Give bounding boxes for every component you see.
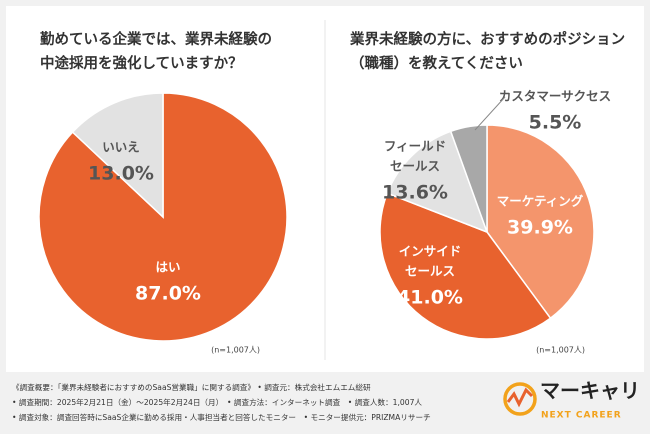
slice-value-label: 5.5%: [529, 112, 582, 134]
footer-note: • 調査対象：調査回答時にSaaS企業に勤める採用・人事担当者と回答したモニター…: [12, 412, 431, 422]
slice-label: はい: [155, 260, 180, 275]
pie-slice: [449, 124, 488, 233]
logo-name: マーキャリ: [540, 379, 640, 403]
footer-note: 《調査概要：「業界未経験者におすすめのSaaS営業職」に関する調査》 • 調査元…: [12, 382, 371, 392]
slice-label: いいえ: [102, 140, 140, 155]
slice-value-label: 13.0%: [88, 163, 154, 185]
leader-line: [474, 96, 506, 131]
slice-value-label: 13.6%: [382, 182, 448, 204]
sample-note: (n=1,007人): [536, 346, 585, 355]
logo-tagline: NEXT CAREER: [541, 411, 622, 421]
chart-title: （職種）を教えてください: [350, 54, 523, 72]
logo: マーキャリ NEXT CAREER: [503, 379, 640, 421]
pie-slice: [379, 192, 552, 340]
chart-title: 中途採用を強化していますか？: [40, 54, 243, 72]
chart-title: 勤めている企業では、業界未経験の: [40, 30, 272, 48]
slice-value-label: 87.0%: [135, 283, 201, 305]
slice-label: マーケティング: [497, 194, 584, 209]
pie-slice: [386, 130, 489, 234]
sample-note: (n=1,007人): [211, 346, 260, 355]
pie-slice: [71, 92, 164, 219]
pie-slice: [486, 124, 595, 320]
logo-ring: [503, 382, 537, 416]
slice-label: カスタマーサクセス: [499, 89, 611, 104]
slice-value-label: 39.9%: [507, 217, 573, 239]
logo-mark: [506, 387, 534, 408]
pie-slice: [38, 92, 288, 342]
slice-value-label: 41.0%: [397, 287, 463, 309]
slice-label: セールス: [405, 264, 455, 279]
slice-label: フィールド: [384, 139, 446, 154]
chart-title: 業界未経験の方に、おすすめのポジション: [349, 30, 625, 48]
footer-note: • 調査期間：2025年2月21日（金）～2025年2月24日（月） • 調査方…: [12, 397, 422, 407]
slice-label: セールス: [390, 159, 440, 174]
slice-label: インサイド: [399, 244, 462, 259]
